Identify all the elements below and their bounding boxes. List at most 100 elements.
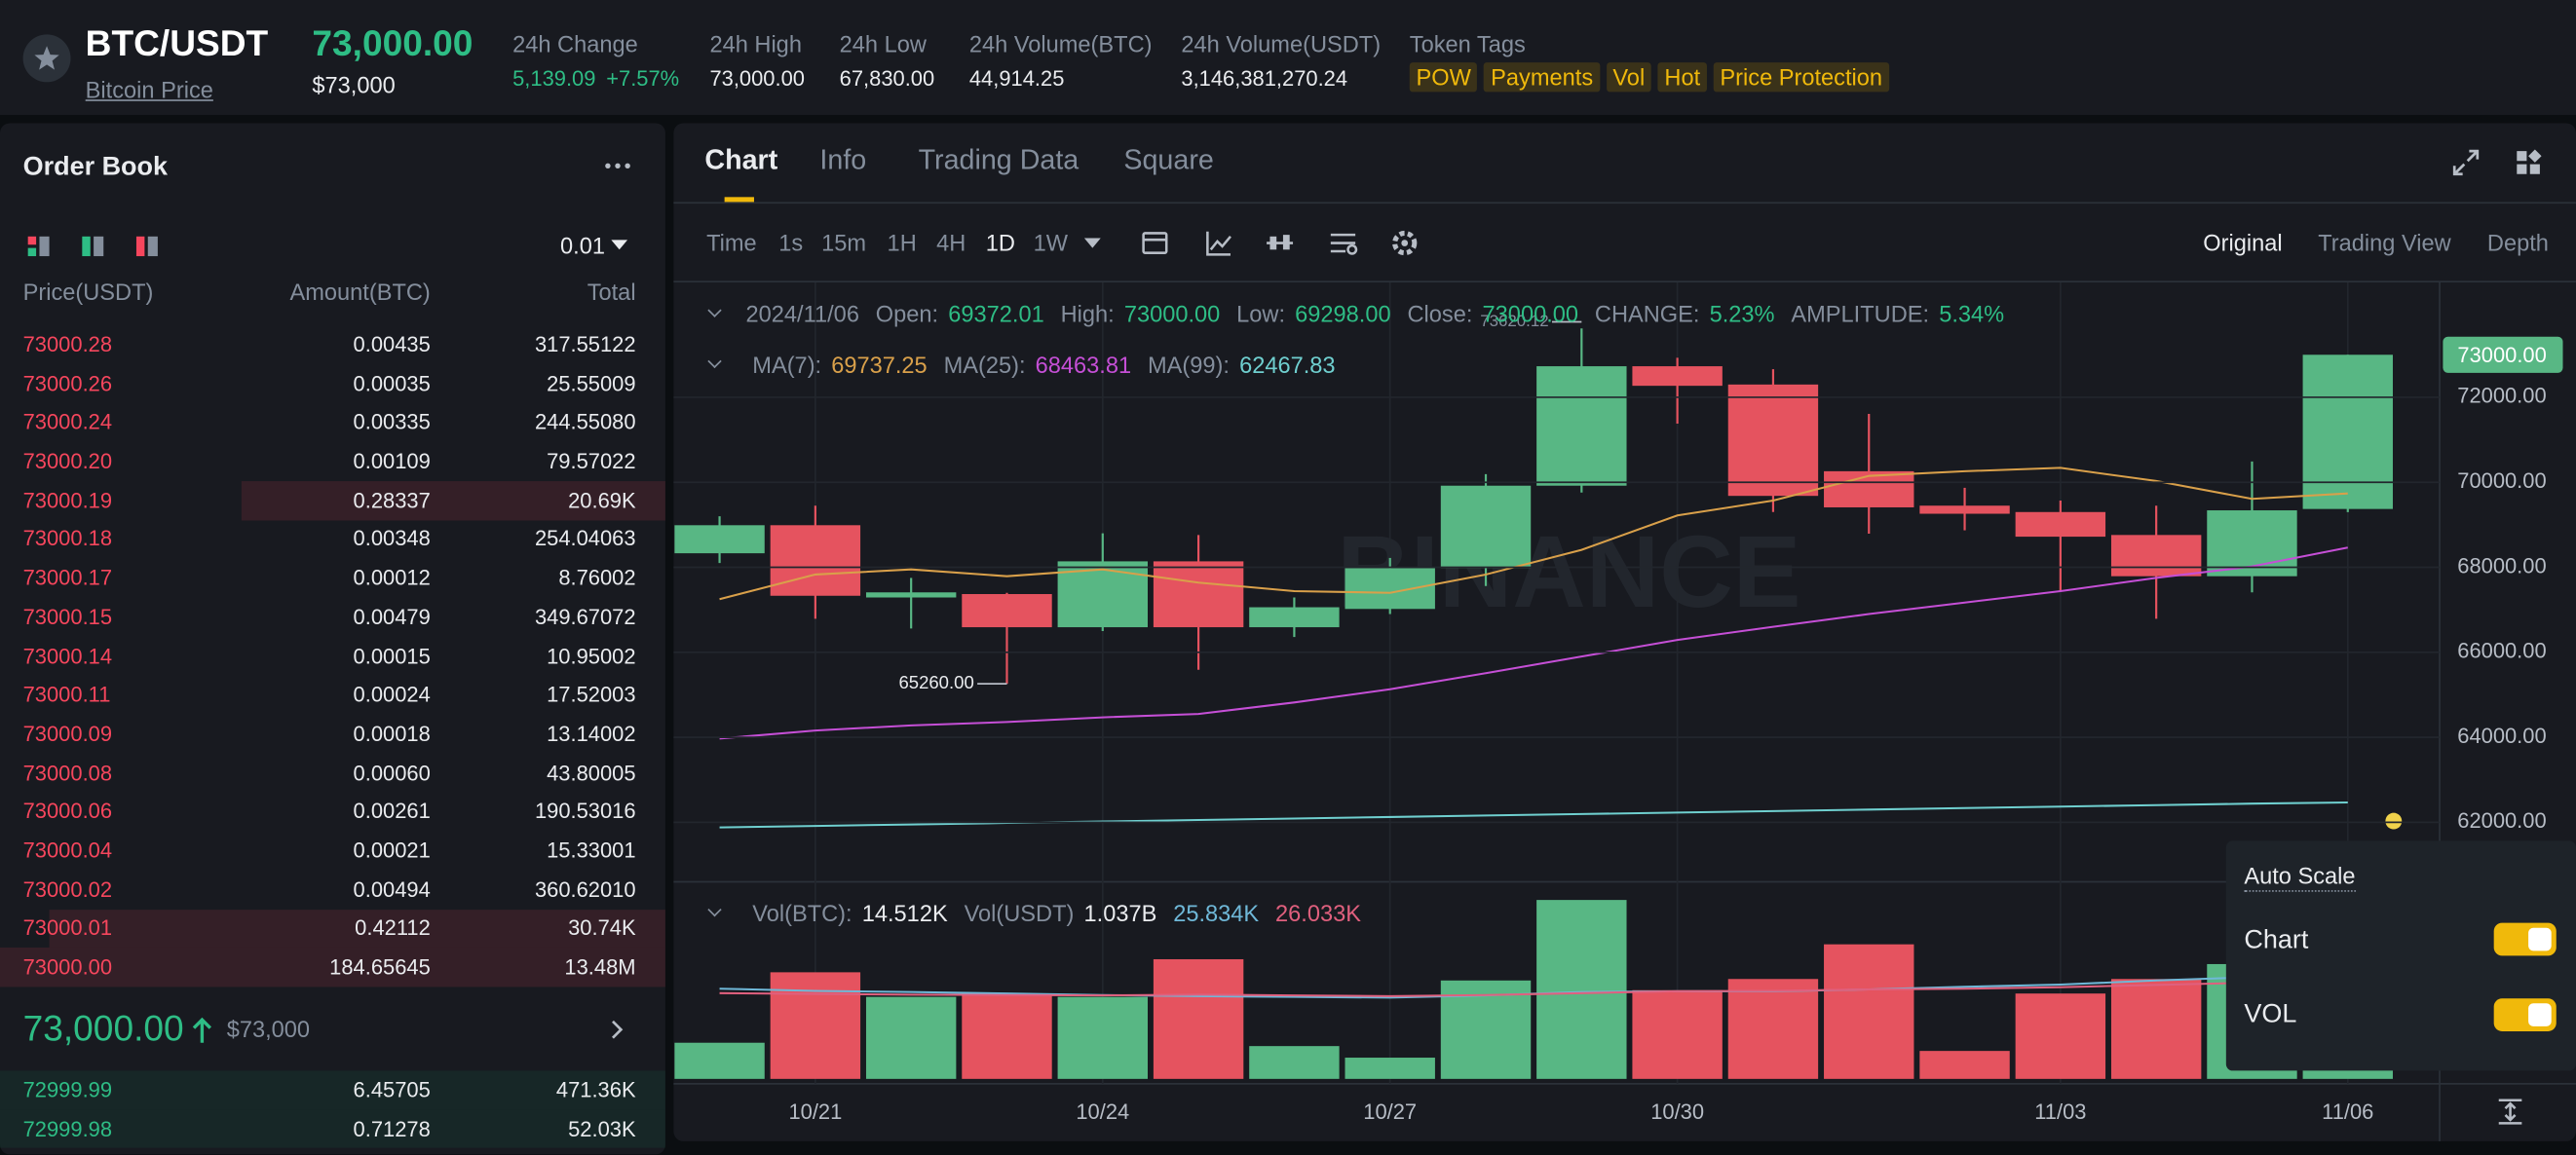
row-amount: 0.00335 bbox=[353, 409, 431, 435]
x-tick-label: 11/03 bbox=[2034, 1099, 2086, 1124]
row-price[interactable]: 73000.06 bbox=[22, 799, 113, 824]
interval[interactable]: 4H bbox=[936, 229, 966, 256]
scale-icon[interactable] bbox=[2498, 1099, 2522, 1125]
candle-body bbox=[1440, 485, 1532, 569]
vol-value: 1.037B bbox=[1083, 900, 1157, 927]
view-mode[interactable]: Depth bbox=[2486, 229, 2549, 256]
row-price[interactable]: 73000.00 bbox=[22, 954, 113, 980]
info-value: 5.34% bbox=[1939, 300, 2005, 327]
symbol: BTC/USDT bbox=[85, 22, 269, 64]
toggle[interactable] bbox=[2493, 998, 2557, 1031]
interval[interactable]: 1s bbox=[778, 229, 804, 256]
row-price[interactable]: 73000.04 bbox=[22, 838, 113, 863]
row-price[interactable]: 73000.14 bbox=[22, 643, 113, 668]
row-price[interactable]: 72999.99 bbox=[22, 1077, 113, 1102]
ma-value: 69737.25 bbox=[831, 351, 928, 378]
row-price[interactable]: 73000.01 bbox=[22, 915, 113, 941]
row-amount: 0.42112 bbox=[355, 915, 431, 941]
row-price[interactable]: 73000.02 bbox=[22, 876, 113, 902]
interval[interactable]: Time bbox=[706, 229, 757, 256]
tool-icons[interactable] bbox=[1140, 228, 1422, 257]
tab[interactable]: Info bbox=[819, 144, 867, 176]
row-price[interactable]: 73000.09 bbox=[22, 721, 113, 746]
ma-value: 62467.83 bbox=[1239, 351, 1336, 378]
chevron-right[interactable] bbox=[611, 1020, 624, 1039]
row-price[interactable]: 73000.08 bbox=[22, 760, 113, 785]
token-tag[interactable]: Vol bbox=[1606, 62, 1651, 93]
vol-ma-value: 26.033K bbox=[1275, 900, 1362, 927]
row-price[interactable]: 73000.17 bbox=[22, 565, 113, 590]
annotation: 65260.00 bbox=[898, 672, 973, 692]
row-price[interactable]: 72999.98 bbox=[22, 1116, 113, 1141]
column-header: Price(USDT) bbox=[22, 278, 154, 305]
view-mode[interactable]: Trading View bbox=[2318, 229, 2451, 256]
precision-select[interactable]: 0.01 bbox=[560, 232, 605, 259]
candle-body bbox=[1824, 470, 1914, 507]
stat-label: 24h Volume(BTC) bbox=[968, 30, 1153, 57]
ma-line bbox=[719, 546, 2348, 740]
more-icon[interactable] bbox=[601, 160, 634, 172]
candle-body bbox=[1345, 568, 1435, 610]
tags-label: Token Tags bbox=[1409, 30, 1526, 57]
token-tag[interactable]: Hot bbox=[1657, 62, 1707, 93]
depth-bar bbox=[0, 1109, 665, 1149]
collapse-icon[interactable] bbox=[707, 303, 722, 317]
row-price[interactable]: 73000.15 bbox=[22, 604, 113, 629]
row-amount: 0.71278 bbox=[353, 1116, 431, 1141]
info-label: High: bbox=[1060, 300, 1115, 327]
y-tick-label: 66000.00 bbox=[2457, 639, 2546, 663]
coin-link[interactable]: Bitcoin Price bbox=[85, 76, 213, 103]
interval[interactable]: 1H bbox=[887, 229, 917, 256]
row-price[interactable]: 73000.28 bbox=[22, 331, 113, 357]
stat-value: 73,000.00 bbox=[709, 65, 805, 92]
row-price[interactable]: 73000.11 bbox=[22, 682, 111, 707]
layout-icons[interactable] bbox=[26, 235, 166, 258]
stat-label: 24h Change bbox=[512, 30, 638, 57]
row-price[interactable]: 73000.24 bbox=[22, 409, 113, 435]
toggle[interactable] bbox=[2493, 922, 2557, 956]
favorite-button[interactable] bbox=[22, 34, 71, 83]
token-tag[interactable]: Price Protection bbox=[1713, 62, 1889, 93]
vol-info: Vol(BTC): 14.512K Vol(USDT) 1.037B 25.834K 26… bbox=[706, 900, 1361, 926]
candle-body bbox=[2207, 510, 2297, 577]
row-price[interactable]: 73000.18 bbox=[22, 526, 113, 551]
order-book-title: Order Book bbox=[22, 153, 169, 182]
y-tick-label: 62000.00 bbox=[2457, 808, 2546, 833]
row-amount: 184.65645 bbox=[329, 954, 431, 980]
row-amount: 0.00024 bbox=[353, 682, 431, 707]
row-total: 52.03K bbox=[568, 1116, 636, 1141]
token-tag[interactable]: Payments bbox=[1484, 62, 1600, 93]
row-price[interactable]: 73000.26 bbox=[22, 370, 113, 396]
view-mode[interactable]: Original bbox=[2203, 229, 2283, 256]
interval[interactable]: 1D bbox=[985, 229, 1015, 256]
info-label: Close: bbox=[1407, 300, 1473, 327]
stat-value: 5,139.09 bbox=[512, 65, 596, 92]
header-bar bbox=[0, 0, 2576, 116]
token-tag[interactable]: POW bbox=[1409, 62, 1478, 93]
row-amount: 0.28337 bbox=[353, 487, 431, 513]
candle-body bbox=[1632, 366, 1723, 387]
volume-bar bbox=[674, 1042, 765, 1079]
tab[interactable]: Square bbox=[1123, 144, 1214, 176]
row-price[interactable]: 73000.19 bbox=[22, 487, 113, 513]
collapse-icon[interactable] bbox=[707, 354, 722, 369]
tab[interactable]: Chart bbox=[704, 144, 778, 176]
collapse-icon[interactable] bbox=[707, 903, 722, 917]
interval[interactable]: 1W bbox=[1033, 229, 1069, 256]
stat-label: 24h Low bbox=[839, 30, 927, 57]
auto-scale-popup: Auto Scale Chart VOL bbox=[2225, 840, 2576, 1071]
candle-body bbox=[1919, 505, 2010, 514]
info-value: 5.23% bbox=[1709, 300, 1775, 327]
stat-change: +7.57% bbox=[606, 65, 680, 92]
y-tick-label: 68000.00 bbox=[2457, 553, 2546, 578]
row-total: 8.76002 bbox=[558, 565, 636, 590]
row-total: 360.62010 bbox=[534, 876, 636, 902]
panel-icons[interactable] bbox=[2451, 148, 2550, 177]
row-amount: 0.00494 bbox=[353, 876, 431, 902]
row-price[interactable]: 73000.20 bbox=[22, 448, 113, 474]
tab[interactable]: Trading Data bbox=[918, 144, 1080, 176]
x-tick-label: 10/30 bbox=[1650, 1099, 1704, 1124]
volume-bar bbox=[2015, 993, 2106, 1079]
interval[interactable]: 15m bbox=[821, 229, 867, 256]
